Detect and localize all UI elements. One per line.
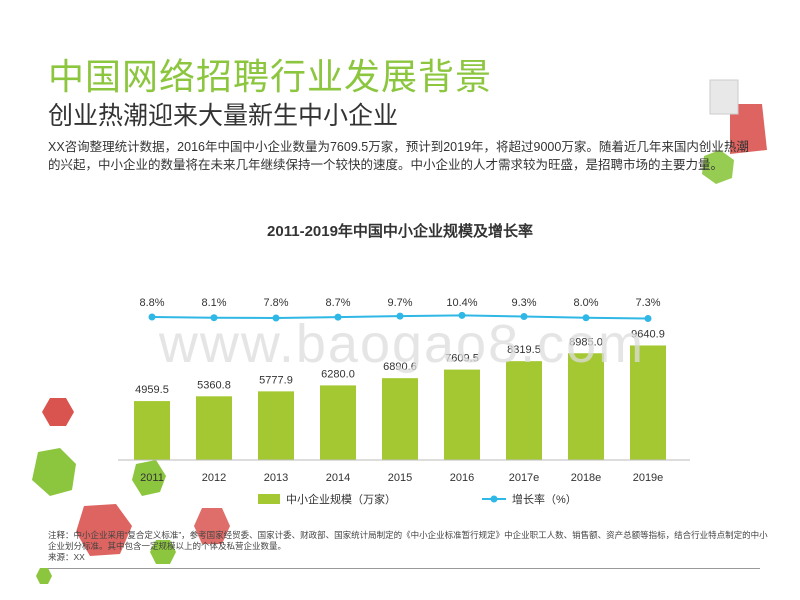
growth-rate-point	[210, 314, 218, 322]
growth-rate-point	[334, 313, 342, 321]
legend-line-marker	[490, 495, 498, 503]
chart-title: 2011-2019年中国中小企业规模及增长率	[267, 223, 533, 240]
watermark: www.baogao8.com	[158, 314, 645, 374]
source-text: 来源：XX	[48, 552, 85, 562]
legend-bar-swatch	[258, 494, 280, 504]
growth-rate-label: 9.7%	[387, 297, 412, 309]
growth-rate-label: 7.8%	[263, 297, 288, 309]
growth-rate-point	[520, 313, 528, 320]
growth-rate-point	[644, 315, 652, 322]
x-tick-label: 2014	[326, 472, 350, 484]
growth-rate-point	[458, 311, 466, 319]
x-tick-label: 2012	[202, 472, 226, 484]
deco-hexagon-green	[32, 448, 76, 496]
x-tick-label: 2011	[140, 472, 164, 484]
page-subtitle: 创业热潮迎来大量新生中小企业	[48, 102, 399, 130]
x-tick-label: 2016	[450, 472, 474, 484]
bar	[444, 369, 480, 460]
hexagon-decoration	[32, 398, 230, 584]
bar-value-label: 9640.9	[631, 328, 665, 340]
bar	[258, 391, 294, 460]
deco-hexagon-green	[150, 540, 176, 564]
footnote-text: 注释：中小企业采用“复合定义标准”，参考国家经贸委、国家计委、财政部、国家统计局…	[48, 530, 768, 551]
deco-hexagon-red	[730, 104, 767, 154]
bar	[630, 345, 666, 460]
x-tick-label: 2013	[264, 472, 288, 484]
growth-rate-point	[148, 313, 156, 321]
growth-rate-point	[582, 314, 590, 322]
x-tick-label: 2018e	[571, 472, 602, 484]
bar-value-label: 4959.5	[135, 384, 169, 396]
intro-paragraph: XX咨询整理统计数据，2016年中国中小企业数量为7609.5万家，预计到201…	[48, 140, 749, 172]
growth-rate-label: 9.3%	[511, 297, 536, 309]
growth-rate-point	[396, 312, 404, 320]
page-title: 中国网络招聘行业发展背景	[48, 56, 493, 97]
legend-bar-label: 中小企业规模（万家）	[286, 492, 396, 506]
x-tick-label: 2019e	[633, 472, 664, 484]
deco-hexagon-green	[702, 150, 734, 184]
growth-rate-label: 8.1%	[201, 297, 226, 309]
growth-rate-label: 10.4%	[446, 297, 477, 309]
legend-line-label: 增长率（%）	[512, 492, 577, 506]
bar	[196, 396, 232, 460]
deco-hexagon-green	[132, 460, 166, 496]
bar	[134, 401, 170, 460]
footnote: 注释：中小企业采用“复合定义标准”，参考国家经贸委、国家计委、财政部、国家统计局…	[48, 530, 768, 563]
deco-hexagon-green	[36, 568, 52, 584]
x-tick-label: 2015	[388, 472, 412, 484]
bar-value-label: 7609.5	[445, 353, 479, 365]
bar-value-label: 5777.9	[259, 374, 293, 386]
bar-value-label: 8985.0	[569, 336, 603, 348]
bar	[320, 385, 356, 460]
x-tick-label: 2017e	[509, 472, 540, 484]
growth-rate-point	[272, 314, 280, 322]
bar-value-label: 5360.8	[197, 379, 231, 391]
growth-rate-label: 7.3%	[635, 297, 660, 309]
bottom-divider	[48, 568, 760, 569]
corner-decoration	[702, 79, 767, 184]
bar	[568, 353, 604, 460]
deco-hexagon-red	[76, 504, 132, 556]
growth-rate-label: 8.8%	[139, 297, 164, 309]
bar-value-label: 6890.6	[383, 361, 417, 373]
bar	[506, 361, 542, 460]
deco-hexagon-red	[194, 508, 230, 544]
bar	[382, 378, 418, 460]
growth-rate-label: 8.0%	[573, 297, 598, 309]
bar-value-label: 8319.5	[507, 344, 541, 356]
bar-value-label: 6280.0	[321, 368, 355, 380]
deco-hexagon-red	[42, 398, 74, 426]
deco-square-grey	[709, 79, 739, 115]
growth-rate-label: 8.7%	[325, 297, 350, 309]
